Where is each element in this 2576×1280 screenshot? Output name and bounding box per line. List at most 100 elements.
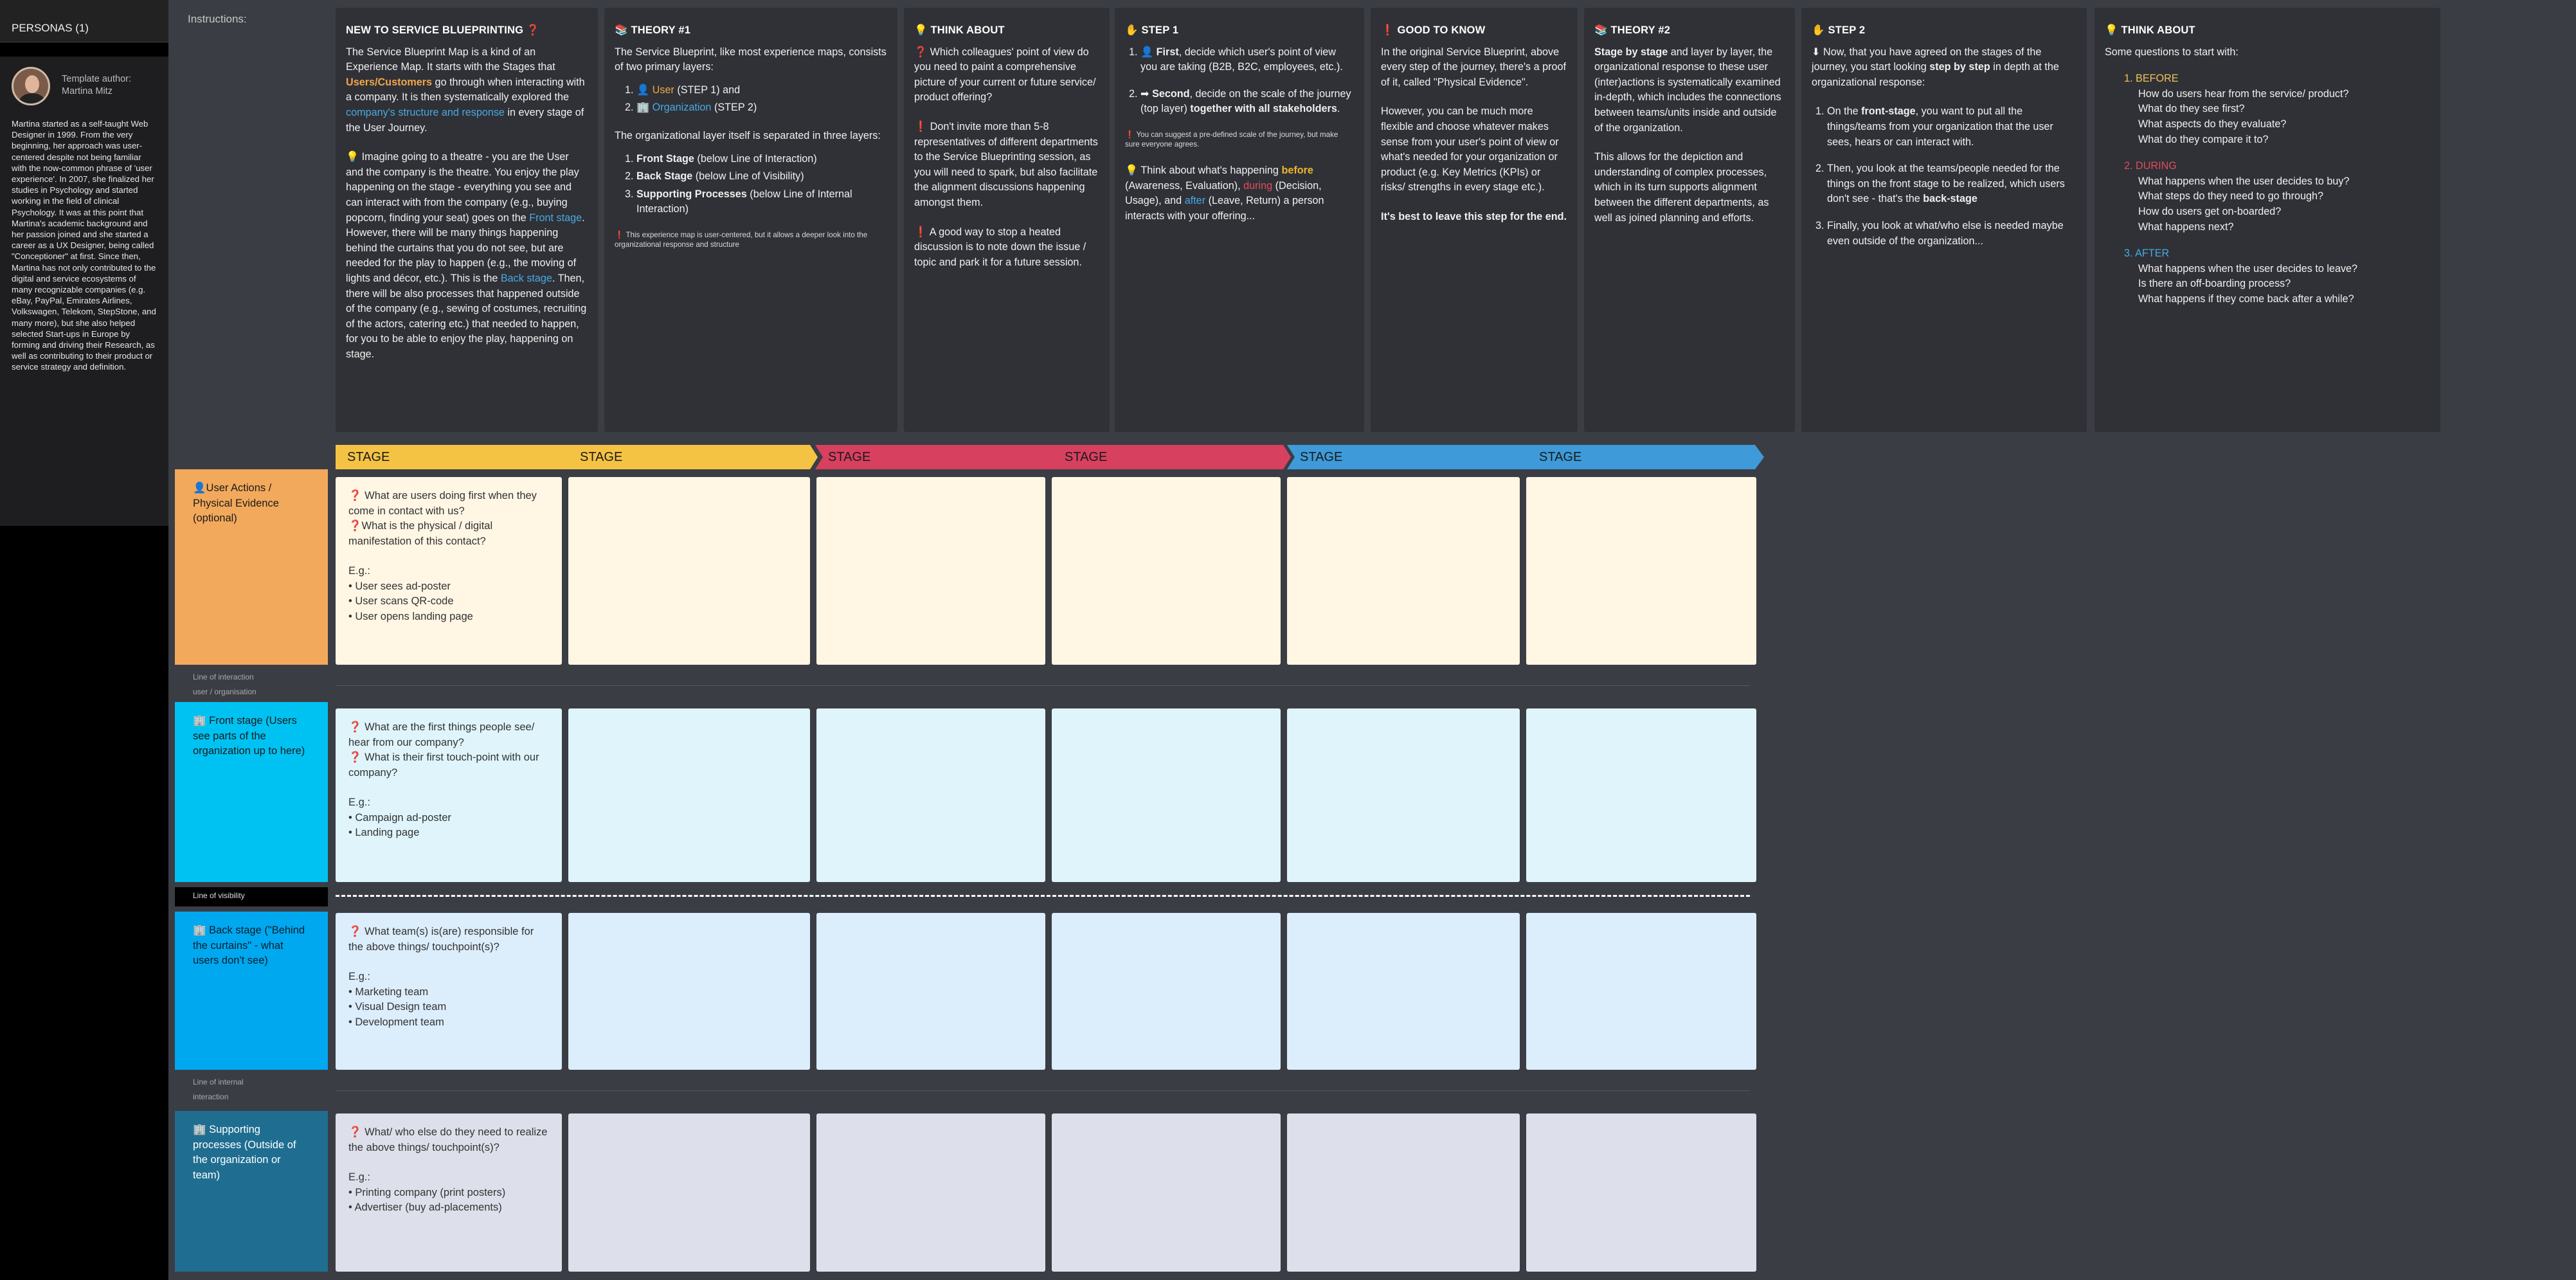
empty-cell[interactable] bbox=[1526, 708, 1756, 882]
line-of-visibility bbox=[336, 895, 1750, 897]
example-line: ❓ What is their first touch-point with o… bbox=[348, 752, 539, 779]
example-line bbox=[348, 780, 549, 795]
phase-heading-after: 3. AFTER bbox=[2124, 248, 2170, 260]
list-item: On the front-stage, you want to put all … bbox=[1827, 104, 2076, 150]
card-text: However, you can be much more flexible a… bbox=[1381, 105, 1559, 194]
step-list: 👤 First, decide which user's point of vi… bbox=[1140, 45, 1354, 117]
empty-cell[interactable] bbox=[1052, 708, 1281, 882]
card-think-about-2[interactable]: 💡 THINK ABOUT Some questions to start wi… bbox=[2094, 8, 2440, 432]
list-item: Front Stage (below Line of Interaction) bbox=[636, 152, 887, 167]
example-cell[interactable]: ❓ What are users doing first when they c… bbox=[336, 477, 562, 665]
example-line: E.g.: bbox=[348, 797, 370, 808]
card-title: NEW TO SERVICE BLUEPRINTING ❓ bbox=[346, 24, 540, 36]
persona-card[interactable]: Template author: Martina Mitz Martina st… bbox=[0, 57, 168, 526]
empty-cell[interactable] bbox=[1287, 913, 1520, 1070]
stage-label[interactable]: STAGE bbox=[1539, 450, 1582, 464]
stage-arrow-during bbox=[815, 445, 1291, 469]
layer-list: 👤 User (STEP 1) and 🏢 Organization (STEP… bbox=[636, 83, 887, 116]
line-of-internal-interaction-label: Line of internal interaction bbox=[193, 1077, 244, 1101]
stage-label[interactable]: STAGE bbox=[580, 450, 623, 464]
card-text: This allows for the depiction and unders… bbox=[1594, 151, 1769, 224]
empty-cell[interactable] bbox=[1287, 477, 1520, 665]
template-author: Template author: Martina Mitz bbox=[62, 74, 132, 96]
empty-cell[interactable] bbox=[1526, 477, 1756, 665]
personas-sidebar: PERSONAS (1) Template author: Martina Mi… bbox=[0, 0, 168, 1280]
line-of-interaction bbox=[336, 685, 1750, 686]
line-of-visibility-label: Line of visibility bbox=[175, 887, 328, 906]
card-title: ✋ STEP 2 bbox=[1812, 24, 1866, 36]
empty-cell[interactable] bbox=[568, 708, 810, 882]
avatar bbox=[12, 67, 50, 105]
empty-cell[interactable] bbox=[1526, 1113, 1756, 1272]
card-theory-2[interactable]: 📚 THEORY #2 Stage by stage and layer by … bbox=[1584, 8, 1795, 432]
card-title: ✋ STEP 1 bbox=[1125, 24, 1179, 36]
question: What happens when the user decides to bu… bbox=[2138, 175, 2350, 187]
example-line: • User opens landing page bbox=[348, 610, 473, 622]
empty-cell[interactable] bbox=[1526, 913, 1756, 1070]
card-new-to-service-blueprinting[interactable]: NEW TO SERVICE BLUEPRINTING ❓ The Servic… bbox=[336, 8, 598, 432]
phase-heading-before: 1. BEFORE bbox=[2124, 73, 2179, 85]
card-theory-1[interactable]: 📚 THEORY #1 The Service Blueprint, like … bbox=[604, 8, 897, 432]
stage-label[interactable]: STAGE bbox=[347, 450, 390, 464]
list-item: Then, you look at the teams/people neede… bbox=[1827, 161, 2076, 207]
example-line bbox=[348, 549, 549, 564]
example-line: • Marketing team bbox=[348, 986, 429, 998]
card-text: 💡 Think about what's happening before (A… bbox=[1125, 164, 1324, 222]
card-title: 💡 THINK ABOUT bbox=[2105, 24, 2195, 36]
example-line: E.g.: bbox=[348, 565, 370, 577]
row-label-user-actions[interactable]: 👤User Actions / Physical Evidence (optio… bbox=[175, 469, 328, 665]
stage-arrow-after bbox=[1287, 445, 1764, 469]
card-step-1[interactable]: ✋ STEP 1 👤 First, decide which user's po… bbox=[1115, 8, 1364, 432]
question: What happens when the user decides to le… bbox=[2138, 262, 2358, 275]
example-line: E.g.: bbox=[348, 971, 370, 982]
stage-label[interactable]: STAGE bbox=[828, 450, 871, 464]
card-step-2[interactable]: ✋ STEP 2 ⬇ Now, that you have agreed on … bbox=[1801, 8, 2087, 432]
example-cell[interactable]: ❓ What/ who else do they need to realize… bbox=[336, 1113, 562, 1272]
list-item: ➡ Second, decide on the scale of the jou… bbox=[1140, 87, 1354, 117]
empty-cell[interactable] bbox=[816, 1113, 1045, 1272]
row-label-front-stage[interactable]: 🏢 Front stage (Users see parts of the or… bbox=[175, 702, 328, 882]
example-line: • Landing page bbox=[348, 827, 420, 838]
example-line: • User scans QR-code bbox=[348, 595, 454, 607]
card-title: 📚 THEORY #1 bbox=[615, 24, 691, 36]
example-line bbox=[348, 1155, 549, 1170]
empty-cell[interactable] bbox=[1052, 1113, 1281, 1272]
card-title: 💡 THINK ABOUT bbox=[914, 24, 1005, 36]
card-text: In the original Service Blueprint, above… bbox=[1381, 46, 1567, 88]
personas-header[interactable]: PERSONAS (1) bbox=[0, 0, 168, 42]
empty-cell[interactable] bbox=[568, 913, 810, 1070]
empty-cell[interactable] bbox=[1287, 1113, 1520, 1272]
question: Is there an off-boarding process? bbox=[2138, 278, 2291, 290]
stage-label[interactable]: STAGE bbox=[1300, 450, 1343, 464]
question: What steps do they need to go through? bbox=[2138, 190, 2323, 203]
card-text: It's best to leave this step for the end… bbox=[1381, 210, 1567, 222]
empty-cell[interactable] bbox=[816, 708, 1045, 882]
author-bio: Martina started as a self-taught Web Des… bbox=[12, 119, 156, 372]
empty-cell[interactable] bbox=[568, 477, 810, 665]
row-label-supporting-processes[interactable]: 🏢 Supporting processes (Outside of the o… bbox=[175, 1111, 328, 1272]
empty-cell[interactable] bbox=[1052, 477, 1281, 665]
card-text: ❓ Which colleagues' point of view do you… bbox=[914, 46, 1096, 104]
example-line: ❓ What team(s) is(are) responsible for t… bbox=[348, 926, 534, 953]
empty-cell[interactable] bbox=[816, 477, 1045, 665]
card-good-to-know[interactable]: ❗ GOOD TO KNOW In the original Service B… bbox=[1371, 8, 1578, 432]
row-label-back-stage[interactable]: 🏢 Back stage ("Behind the curtains" - wh… bbox=[175, 912, 328, 1070]
phase-heading-during: 2. DURING bbox=[2124, 160, 2177, 172]
empty-cell[interactable] bbox=[568, 1113, 810, 1272]
stage-label[interactable]: STAGE bbox=[1065, 450, 1108, 464]
stage-arrow-before bbox=[336, 445, 818, 469]
empty-cell[interactable] bbox=[1287, 708, 1520, 882]
example-line: • User sees ad-poster bbox=[348, 580, 451, 592]
card-text: ⬇ Now, that you have agreed on the stage… bbox=[1812, 46, 2059, 88]
list-item: Back Stage (below Line of Visibility) bbox=[636, 169, 887, 185]
empty-cell[interactable] bbox=[816, 913, 1045, 1070]
card-think-about-1[interactable]: 💡 THINK ABOUT ❓ Which colleagues' point … bbox=[904, 8, 1110, 432]
instructions-label: Instructions: bbox=[188, 13, 247, 25]
empty-cell[interactable] bbox=[1052, 913, 1281, 1070]
example-cell[interactable]: ❓ What are the first things people see/ … bbox=[336, 708, 562, 882]
example-cell[interactable]: ❓ What team(s) is(are) responsible for t… bbox=[336, 913, 562, 1070]
org-layer-list: Front Stage (below Line of Interaction) … bbox=[636, 152, 887, 217]
card-text: Stage by stage and layer by layer, the o… bbox=[1594, 46, 1781, 134]
question-list: 1. BEFORE How do users hear from the ser… bbox=[2124, 71, 2430, 307]
line-of-interaction-label: Line of interaction user / organisation bbox=[193, 672, 257, 696]
